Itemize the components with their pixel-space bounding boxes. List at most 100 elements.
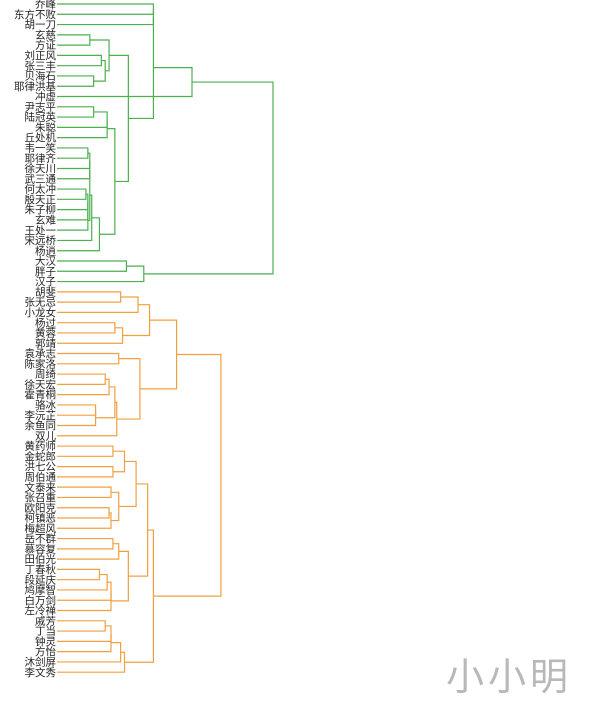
leaf-label: 尹志平 [25, 100, 57, 113]
leaf-label: 黄药师 [25, 440, 57, 453]
leaf-label: 玄难 [35, 213, 56, 226]
leaf-label: 黄蓉 [35, 327, 56, 340]
leaf-label: 胖子 [35, 266, 56, 278]
dendrogram-link [57, 296, 139, 313]
leaf-label: 李沅芷 [25, 409, 57, 422]
dendrogram-link [57, 620, 106, 632]
dendrogram-link [111, 550, 129, 602]
leaf-label: 徐天宏 [25, 378, 57, 391]
leaf-label: 余鱼同 [25, 419, 57, 432]
dendrogram-link [57, 512, 112, 529]
dendrogram-link [57, 119, 108, 139]
dendrogram-link [57, 193, 89, 211]
dendrogram-link [57, 352, 120, 365]
dendrogram-link [57, 111, 108, 128]
dendrogram-link [57, 633, 112, 653]
leaf-label: 段延庆 [25, 573, 57, 586]
leaf-label: 张无忌 [25, 297, 57, 309]
leaf-label: 大汉 [35, 255, 56, 268]
dendrogram-link [57, 67, 193, 98]
dendrogram-link [57, 466, 114, 478]
leaf-label: 殷天正 [25, 194, 57, 206]
leaf-label: 耶律齐 [25, 152, 57, 165]
dendrogram-link [111, 491, 120, 522]
watermark: 小小明 [446, 655, 572, 699]
dendrogram-link [57, 217, 101, 252]
dendrogram-link [57, 322, 116, 334]
leaf-label: 徐天川 [25, 162, 57, 175]
dendrogram-link [153, 353, 222, 597]
dendrogram-link [128, 16, 155, 120]
dendrogram-link [57, 106, 95, 118]
leaf-label: 胡斐 [35, 285, 56, 298]
dendrogram-link [57, 625, 112, 642]
leaf-label: 耶律洪基 [14, 80, 56, 93]
leaf-label: 方怡 [35, 645, 56, 658]
dendrogram-link [57, 291, 122, 303]
leaf-label: 丘处机 [25, 131, 57, 144]
leaf-label: 何太冲 [25, 183, 57, 196]
leaf-label: 东方不败 [14, 8, 56, 21]
dendrogram-link [116, 358, 141, 420]
leaf-label: 贝海石 [25, 70, 57, 83]
dendrogram-link [57, 265, 145, 283]
dendrogram-links [57, 3, 274, 673]
dendrogram-link [128, 483, 149, 577]
dendrogram-link [57, 486, 112, 499]
dendrogram-link [57, 75, 95, 87]
leaf-label: 胡一刀 [25, 18, 57, 31]
leaf-label: 鸠摩智 [25, 584, 57, 597]
leaf-label: 陈家洛 [25, 357, 57, 370]
leaf-label: 白万剑 [25, 594, 57, 607]
dendrogram-link [57, 401, 118, 437]
leaf-label: 李文秀 [25, 666, 57, 679]
leaf-label: 小龙女 [25, 306, 57, 319]
dendrogram-link [57, 373, 106, 385]
dendrogram-link [93, 59, 106, 82]
leaf-label: 田伯光 [25, 553, 57, 566]
dendrogram-link [57, 543, 120, 560]
leaf-label: 周绮 [35, 368, 56, 381]
leaf-label: 沐剑屏 [25, 656, 57, 669]
dendrogram-link [57, 152, 91, 170]
dendrogram-link [57, 445, 114, 457]
leaf-label: 慕容复 [25, 542, 57, 555]
dendrogram-link [57, 537, 114, 550]
dendrogram-link [57, 507, 110, 519]
leaf-label: 丁当 [35, 625, 56, 638]
leaf-label: 骆冰 [35, 399, 56, 412]
dendrogram-link [139, 319, 178, 390]
dendrogram-link [57, 327, 124, 344]
leaf-label: 洪七公 [25, 461, 57, 473]
dendrogram-link [57, 34, 91, 46]
leaf-label: 杨过 [35, 316, 56, 329]
leaf-labels: 乔峰东方不败胡一刀玄慈方证刘正风张三丰贝海石耶律洪基冲虚尹志平陆冠英朱聪丘处机韦… [14, 0, 56, 679]
dendrogram-link [118, 460, 137, 508]
dendrogram-link [57, 9, 155, 26]
leaf-label: 朱子柳 [25, 203, 57, 216]
dendrogram-link [57, 201, 89, 221]
leaf-label: 杨逍 [35, 244, 56, 257]
leaf-label: 刘正风 [25, 50, 57, 62]
leaf-label: 双儿 [35, 430, 56, 442]
leaf-label: 韦一笑 [25, 142, 57, 155]
dendrogram-link [57, 3, 155, 15]
dendrogram-link [57, 194, 93, 242]
leaf-label: 玄慈 [35, 28, 56, 41]
dendrogram-link [57, 210, 89, 231]
leaf-label: 乔峰 [35, 0, 56, 11]
dendrogram-link [95, 386, 116, 419]
leaf-label: 郭靖 [35, 337, 56, 350]
leaf-label: 金蛇郎 [25, 450, 57, 463]
dendrogram-link [87, 169, 91, 222]
leaf-label: 张三丰 [25, 59, 57, 72]
leaf-label: 周伯通 [25, 470, 57, 483]
leaf-label: 汉子 [35, 276, 56, 288]
dendrogram-link [112, 450, 126, 473]
dendrogram-link [57, 188, 87, 200]
dendrogram-link [57, 591, 112, 612]
dendrogram-link [57, 568, 101, 581]
dendrogram-link [57, 54, 102, 67]
dendrogram-link [57, 410, 97, 427]
